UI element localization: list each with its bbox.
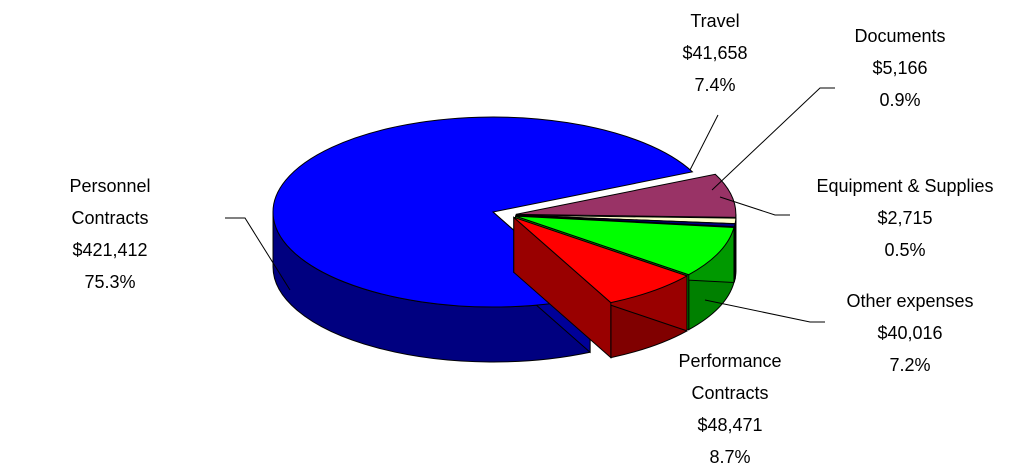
slice-label: Performance Contracts $48,471 8.7% bbox=[665, 345, 795, 473]
slice-top bbox=[515, 214, 736, 228]
label-name: Performance Contracts bbox=[678, 351, 782, 403]
pie-slice bbox=[513, 216, 689, 359]
slice-label: Documents $5,166 0.9% bbox=[830, 20, 970, 116]
label-name: Documents bbox=[854, 26, 946, 46]
label-percent: 0.5% bbox=[884, 240, 926, 260]
slice-label: Travel $41,658 7.4% bbox=[655, 5, 775, 101]
slice-label: Personnel Contracts $421,412 75.3% bbox=[30, 170, 190, 298]
slice-top bbox=[515, 173, 737, 218]
slice-label: Other expenses $40,016 7.2% bbox=[810, 285, 1010, 381]
leader-line bbox=[704, 299, 825, 323]
label-value: $2,715 bbox=[877, 208, 933, 228]
label-percent: 7.4% bbox=[694, 75, 736, 95]
label-name: Other expenses bbox=[846, 291, 974, 311]
label-value: $5,166 bbox=[872, 58, 928, 78]
label-value: $41,658 bbox=[682, 43, 748, 63]
label-percent: 75.3% bbox=[84, 272, 136, 292]
slice-top bbox=[513, 216, 689, 304]
label-percent: 0.9% bbox=[879, 90, 921, 110]
label-percent: 8.7% bbox=[709, 447, 751, 467]
leader-line bbox=[225, 217, 291, 291]
slice-top bbox=[272, 116, 694, 308]
slice-top bbox=[515, 215, 735, 276]
label-name: Travel bbox=[690, 11, 740, 31]
label-value: $40,016 bbox=[877, 323, 943, 343]
leader-line bbox=[689, 114, 719, 171]
label-value: $48,471 bbox=[697, 415, 763, 435]
label-value: $421,412 bbox=[72, 240, 148, 260]
label-percent: 7.2% bbox=[889, 355, 931, 375]
label-name: Equipment & Supplies bbox=[816, 176, 994, 196]
leader-line bbox=[711, 87, 835, 191]
label-name: Personnel Contracts bbox=[69, 176, 151, 228]
leader-line bbox=[719, 196, 790, 216]
slice-label: Equipment & Supplies $2,715 0.5% bbox=[785, 170, 1016, 266]
